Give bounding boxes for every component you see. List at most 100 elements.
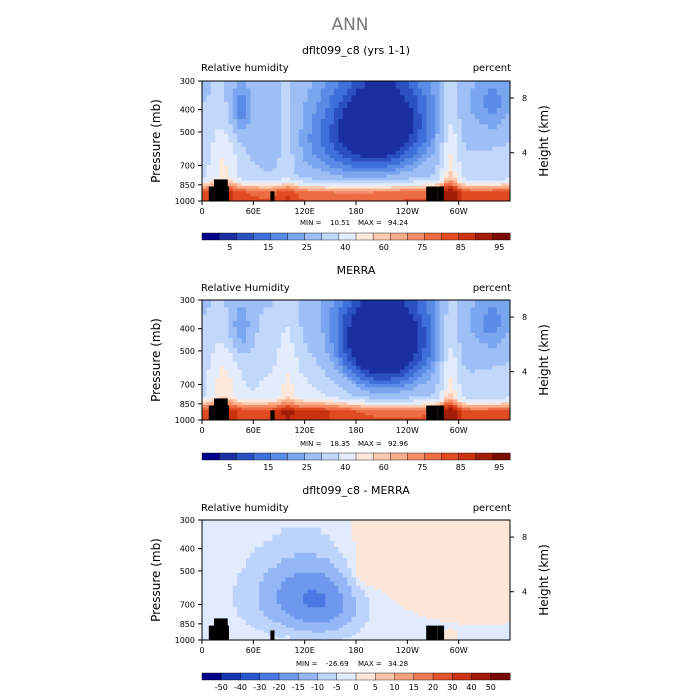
heat-cell xyxy=(369,402,374,406)
heat-cell xyxy=(391,180,396,184)
heat-cell xyxy=(241,563,247,569)
heat-cell xyxy=(237,332,242,339)
heat-cell xyxy=(351,183,357,187)
heat-cell xyxy=(342,357,348,363)
heat-cell xyxy=(408,343,414,349)
heat-cell xyxy=(228,415,234,419)
heat-cell xyxy=(461,357,467,363)
heat-cell xyxy=(272,622,278,626)
heat-cell xyxy=(206,357,212,363)
heat-cell xyxy=(338,198,344,202)
heat-cell xyxy=(408,357,414,363)
heat-cell xyxy=(417,407,423,411)
heat-cell xyxy=(290,369,295,374)
heat-cell xyxy=(268,540,273,548)
heat-cell xyxy=(259,108,264,115)
heat-cell xyxy=(219,613,225,617)
heat-cell xyxy=(210,348,216,354)
heat-cell xyxy=(483,108,489,115)
heat-cell xyxy=(452,399,458,403)
heat-cell xyxy=(307,415,313,419)
heat-cell xyxy=(466,188,471,192)
heat-cell xyxy=(338,183,344,187)
heat-cell xyxy=(254,558,260,564)
heat-cell xyxy=(452,348,458,354)
heat-cell xyxy=(483,183,489,187)
heat-cell xyxy=(435,383,440,388)
heat-cell xyxy=(505,390,511,394)
heat-cell xyxy=(316,338,322,344)
heat-cell xyxy=(369,365,374,371)
heat-cell xyxy=(228,198,234,202)
heat-cell xyxy=(268,369,273,374)
heat-cell xyxy=(298,124,304,130)
heat-cell xyxy=(400,314,405,322)
heat-cell xyxy=(228,138,234,144)
heat-cell xyxy=(316,404,322,409)
heat-cell xyxy=(268,300,273,308)
heat-cell xyxy=(285,637,291,641)
heat-cell xyxy=(272,603,278,608)
heat-cell xyxy=(281,300,286,308)
heat-cell xyxy=(250,585,256,591)
heat-cell xyxy=(378,410,383,414)
heat-cell xyxy=(351,387,357,391)
heat-cell xyxy=(259,404,264,409)
heat-cell xyxy=(263,417,269,421)
heat-cell xyxy=(219,142,225,148)
heat-cell xyxy=(400,88,405,96)
heat-cell xyxy=(417,417,423,421)
heat-cell xyxy=(254,327,260,334)
heat-cell xyxy=(202,390,207,394)
y-tick-label: 500 xyxy=(180,347,195,356)
heat-cell xyxy=(400,168,405,172)
heat-cell xyxy=(276,129,282,135)
heat-cell xyxy=(268,177,273,181)
heat-cell xyxy=(303,113,308,120)
heat-cell xyxy=(259,377,264,381)
heat-cell xyxy=(294,558,300,564)
heat-cell xyxy=(364,146,370,152)
heat-cell xyxy=(386,88,392,96)
heat-cell xyxy=(492,396,498,400)
heat-cell xyxy=(246,332,251,339)
heat-cell xyxy=(444,124,449,130)
heat-cell xyxy=(351,124,357,130)
heat-cell xyxy=(228,622,234,626)
heat-cell xyxy=(404,154,410,159)
heat-cell xyxy=(360,88,366,96)
heat-cell xyxy=(263,404,269,409)
heat-cell xyxy=(422,193,427,197)
heat-cell xyxy=(290,627,295,631)
heat-cell xyxy=(461,113,467,120)
heat-cell xyxy=(435,380,440,385)
heat-cell xyxy=(294,150,300,155)
heat-cell xyxy=(382,183,388,187)
heat-cell xyxy=(268,619,273,623)
heat-cell xyxy=(452,369,458,374)
heat-cell xyxy=(479,338,484,344)
heat-cell xyxy=(320,404,326,409)
heat-cell xyxy=(316,188,322,192)
heat-cell xyxy=(404,314,410,322)
heat-cell xyxy=(228,402,234,406)
heat-cell xyxy=(206,314,212,322)
heat-cell xyxy=(202,610,207,614)
heat-cell xyxy=(276,383,282,388)
heat-cell xyxy=(272,589,278,594)
heat-cell xyxy=(334,390,339,394)
heat-cell xyxy=(259,327,264,334)
heat-cell xyxy=(338,407,344,411)
heat-cell xyxy=(382,154,388,159)
heat-cell xyxy=(272,410,278,414)
heat-cell xyxy=(268,547,273,554)
heat-cell xyxy=(461,377,467,381)
heat-cell xyxy=(276,138,282,144)
heat-cell xyxy=(202,412,207,416)
heat-cell xyxy=(351,161,357,166)
heat-cell xyxy=(483,314,489,322)
heat-cell xyxy=(373,327,379,334)
heat-cell xyxy=(219,138,225,144)
heat-cell xyxy=(312,168,317,172)
heat-cell xyxy=(452,314,458,322)
